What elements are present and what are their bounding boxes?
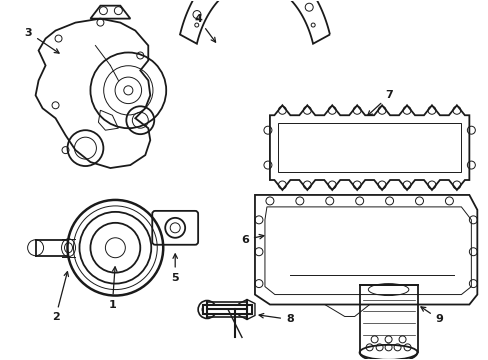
Text: 5: 5: [171, 254, 179, 283]
Text: 6: 6: [241, 234, 264, 245]
Text: 1: 1: [108, 267, 117, 310]
Text: 9: 9: [420, 307, 443, 324]
Polygon shape: [239, 300, 254, 319]
Text: 4: 4: [194, 14, 215, 42]
Circle shape: [198, 301, 216, 319]
Text: 8: 8: [259, 314, 293, 324]
Text: 2: 2: [52, 272, 68, 323]
Text: 3: 3: [25, 28, 59, 53]
Circle shape: [27, 240, 43, 256]
Text: 7: 7: [367, 90, 393, 116]
